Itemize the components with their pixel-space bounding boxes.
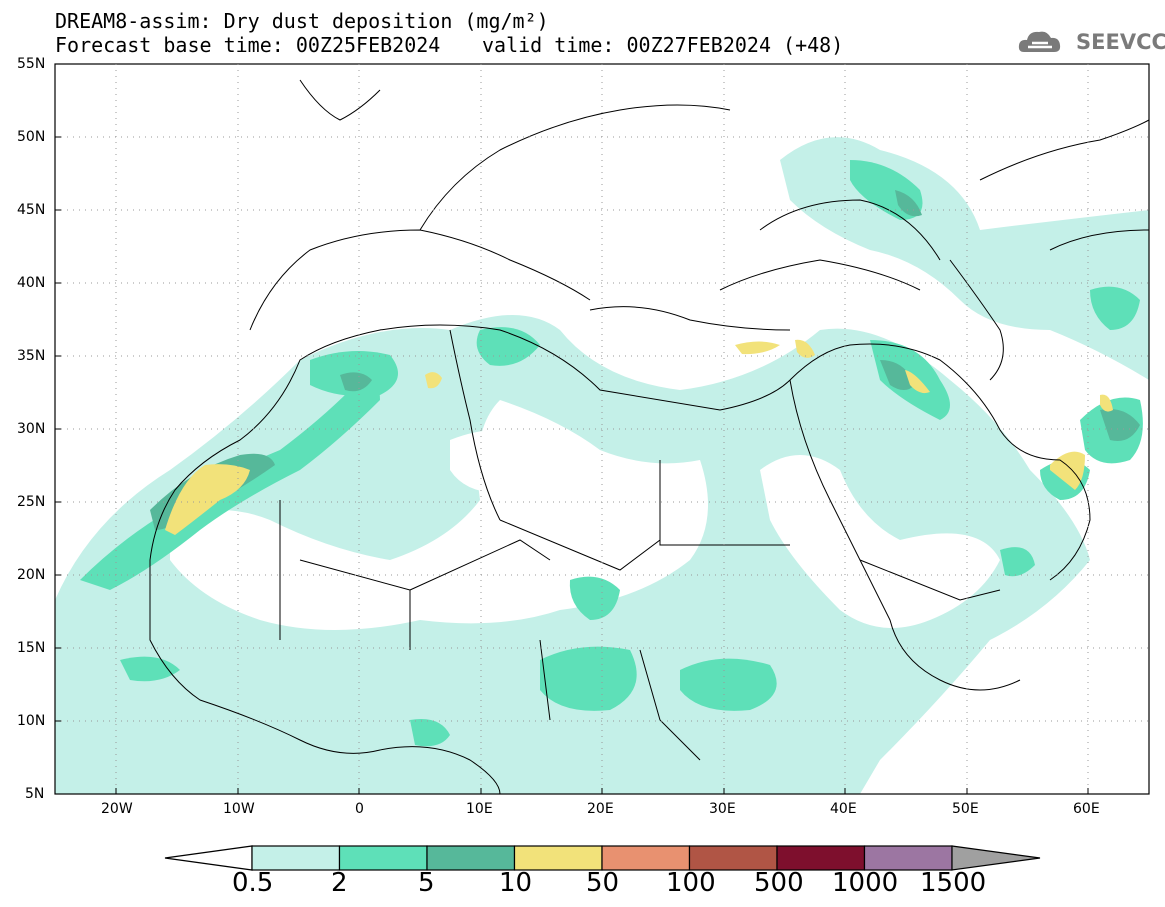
colorbar-label: 500	[754, 868, 804, 898]
lat-label: 35N	[17, 348, 46, 364]
map-gridlines	[55, 64, 1149, 794]
colorbar-box	[513, 845, 603, 871]
colorbar-box	[338, 845, 428, 871]
colorbar-over-arrow	[951, 845, 1041, 871]
colorbar-box	[863, 845, 953, 871]
map-title: DREAM8-assim: Dry dust deposition (mg/m²…	[55, 9, 549, 33]
colorbar-label: 1500	[920, 868, 987, 898]
forecast-base-time: Forecast base time: 00Z25FEB2024	[55, 33, 441, 57]
valid-time: valid time: 00Z27FEB2024 (+48)	[482, 33, 844, 57]
lon-label: 0	[355, 801, 364, 817]
colorbar-label: 1000	[832, 868, 899, 898]
lon-label: 60E	[1073, 801, 1100, 817]
colorbar-box	[688, 845, 778, 871]
coastlines	[149, 79, 1149, 794]
lon-label: 20E	[587, 801, 614, 817]
lat-label: 50N	[17, 129, 46, 145]
lat-label: 20N	[17, 567, 46, 583]
colorbar-boxes	[251, 845, 953, 871]
colorbar-label: 0.5	[232, 868, 274, 898]
axis-ticks	[55, 63, 1089, 794]
colorbar-under-arrow	[164, 845, 253, 871]
logo-text: SEEVCCC	[1076, 30, 1165, 54]
lon-label: 30E	[709, 801, 736, 817]
lat-label: 55N	[17, 56, 46, 72]
clear-areas	[170, 400, 1000, 630]
lon-label: 50E	[952, 801, 979, 817]
colorbar-label: 100	[666, 868, 716, 898]
colorbar-box	[426, 845, 516, 871]
colorbar-box	[601, 845, 691, 871]
lat-label: 25N	[17, 494, 46, 510]
lon-label: 20W	[101, 801, 133, 817]
colorbar-label: 50	[586, 868, 620, 898]
colorbar-box	[776, 845, 866, 871]
colorbar-label: 5	[418, 868, 435, 898]
colorbar-box	[251, 845, 341, 871]
dust-level-4-areas	[165, 339, 1113, 535]
lon-label: 40E	[830, 801, 857, 817]
lon-label: 10W	[223, 801, 255, 817]
lat-label: 5N	[25, 786, 45, 802]
lon-label: 10E	[466, 801, 493, 817]
lat-label: 40N	[17, 275, 46, 291]
lat-label: 30N	[17, 421, 46, 437]
colorbar-label: 2	[331, 868, 348, 898]
lat-label: 10N	[17, 713, 46, 729]
lat-label: 15N	[17, 640, 46, 656]
colorbar-label: 10	[499, 868, 533, 898]
cloud-icon	[1018, 31, 1061, 52]
lat-label: 45N	[17, 202, 46, 218]
